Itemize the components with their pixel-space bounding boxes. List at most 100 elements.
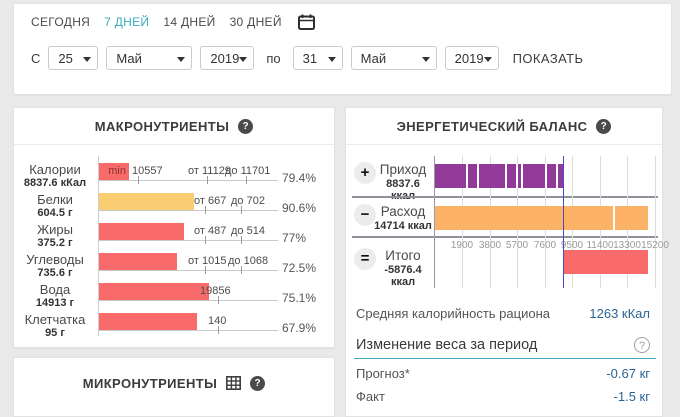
energy-chart: 1900 3800 5700 7600 9500 11400 13300 152… xyxy=(434,156,669,288)
macro-percent: 75.1% xyxy=(282,291,317,305)
fact-label: Факт xyxy=(356,389,385,404)
period-tabs: СЕГОДНЯ 7 ДНЕЙ 14 ДНЕЙ 30 ДНЕЙ xyxy=(31,14,315,30)
macro-row-carbs: Углеводы 735.6 г от 1015 до 1068 72.5% xyxy=(14,253,334,283)
date-range-row: С 25 Май 2019 по 31 Май 2019 ПОКАЗАТЬ xyxy=(31,46,583,70)
macro-marker: от 667 xyxy=(194,195,227,207)
macro-value: 604.5 г xyxy=(37,207,73,219)
axis-tick: 13300 xyxy=(613,240,641,251)
balance-reference-line xyxy=(563,156,564,288)
micronutrients-panel: МИКРОНУТРИЕНТЫ ? xyxy=(13,357,335,417)
income-bar[interactable] xyxy=(435,164,563,188)
from-month-select[interactable]: Май xyxy=(106,46,193,70)
equals-icon: = xyxy=(354,248,376,270)
energy-balance-title: ЭНЕРГЕТИЧЕСКИЙ БАЛАНС xyxy=(396,118,588,134)
avg-calories-label: Средняя калорийность рациона xyxy=(356,306,550,321)
macro-bar[interactable] xyxy=(99,253,177,270)
from-label: С xyxy=(31,50,41,66)
macro-bar[interactable]: min xyxy=(99,163,129,180)
to-day-select[interactable]: 31 xyxy=(292,46,343,70)
weight-change-title: Изменение веса за период xyxy=(356,337,538,353)
to-label: по xyxy=(266,50,281,66)
plus-icon: + xyxy=(354,162,376,184)
macro-percent: 79.4% xyxy=(282,171,317,185)
avg-calories-value: 1263 кКал xyxy=(589,306,650,321)
show-button[interactable]: ПОКАЗАТЬ xyxy=(512,50,584,66)
macro-name: Клетчатка xyxy=(24,312,86,327)
macro-marker: 140 xyxy=(208,315,227,327)
forecast-label: Прогноз* xyxy=(356,366,410,381)
axis-tick: 1900 xyxy=(450,240,474,251)
macro-row-fat: Жиры 375.2 г от 487 до 514 77% xyxy=(14,223,334,253)
tab-7-days[interactable]: 7 ДНЕЙ xyxy=(104,15,150,29)
macro-value: 95 г xyxy=(45,327,65,339)
to-month-select[interactable]: Май xyxy=(350,46,437,70)
macro-name: Углеводы xyxy=(26,252,84,267)
micronutrients-title: МИКРОНУТРИЕНТЫ xyxy=(82,375,218,391)
macro-marker: до 702 xyxy=(231,195,265,207)
axis-tick: 5700 xyxy=(505,240,529,251)
total-bar[interactable] xyxy=(563,250,648,274)
energy-row-name: Итого xyxy=(385,248,421,263)
energy-balance-panel: ЭНЕРГЕТИЧЕСКИЙ БАЛАНС ? + Приход 8837.6 … xyxy=(345,107,669,417)
tab-30-days[interactable]: 30 ДНЕЙ xyxy=(229,15,282,29)
macro-percent: 90.6% xyxy=(282,201,317,215)
macro-percent: 67.9% xyxy=(282,321,317,335)
energy-row-name: Расход xyxy=(380,204,426,219)
energy-row-name: Приход xyxy=(379,162,427,177)
from-year-select[interactable]: 2019 xyxy=(200,46,255,70)
macro-row-fiber: Клетчатка 95 г 140 67.9% xyxy=(14,313,334,343)
energy-row-value: -5876.4 ккал xyxy=(384,264,422,288)
row-separator xyxy=(352,236,658,238)
energy-row-value: 8837.6 ккал xyxy=(386,178,420,202)
tab-14-days[interactable]: 14 ДНЕЙ xyxy=(163,15,216,29)
help-icon[interactable]: ? xyxy=(634,337,650,353)
macro-row-protein: Белки 604.5 г от 667 до 702 90.6% xyxy=(14,193,334,223)
macronutrients-panel: МАКРОНУТРИЕНТЫ ? Калории 8837.6 кКал min… xyxy=(13,107,335,348)
expense-bar[interactable] xyxy=(435,206,648,230)
macro-marker: от 11129 xyxy=(188,165,231,177)
macro-marker: до 1068 xyxy=(228,255,269,267)
macro-percent: 77% xyxy=(282,231,307,245)
period-panel: СЕГОДНЯ 7 ДНЕЙ 14 ДНЕЙ 30 ДНЕЙ С 25 Май … xyxy=(13,3,672,95)
table-icon[interactable] xyxy=(226,376,242,390)
calendar-icon[interactable] xyxy=(297,14,315,30)
macro-marker: от 487 xyxy=(194,225,227,237)
row-separator xyxy=(352,196,658,198)
macro-name: Калории xyxy=(29,162,81,177)
from-day-select[interactable]: 25 xyxy=(48,46,99,70)
fact-value: -1.5 кг xyxy=(613,389,650,404)
help-icon[interactable]: ? xyxy=(238,118,254,134)
macro-value: 8837.6 кКал xyxy=(23,177,87,189)
macro-row-calories: Калории 8837.6 кКал min 10557 от 11129 д… xyxy=(14,163,334,193)
axis-tick: 11400 xyxy=(586,240,614,251)
axis-tick: 3800 xyxy=(478,240,502,251)
macro-bar[interactable] xyxy=(99,223,184,240)
macro-value: 14913 г xyxy=(35,297,75,309)
tab-today[interactable]: СЕГОДНЯ xyxy=(31,15,91,29)
forecast-value: -0.67 кг xyxy=(606,366,650,381)
macro-marker: 10557 xyxy=(132,165,163,177)
axis-tick: 7600 xyxy=(533,240,557,251)
macro-value: 375.2 г xyxy=(37,237,73,249)
min-badge: min xyxy=(108,165,126,177)
macro-bar[interactable] xyxy=(99,283,209,300)
macro-y-axis xyxy=(98,156,99,336)
macronutrients-title: МАКРОНУТРИЕНТЫ xyxy=(94,118,230,134)
minus-icon: − xyxy=(354,204,376,226)
macro-marker: 19856 xyxy=(200,285,231,297)
macro-value: 735.6 г xyxy=(37,267,73,279)
axis-tick: 9500 xyxy=(560,240,584,251)
macro-name: Белки xyxy=(37,192,73,207)
macro-name: Жиры xyxy=(37,222,73,237)
macro-bar[interactable] xyxy=(99,193,194,210)
help-icon[interactable]: ? xyxy=(596,118,612,134)
energy-row-value: 14714 ккал xyxy=(374,220,432,232)
weight-section-divider xyxy=(354,358,656,359)
macro-percent: 72.5% xyxy=(282,261,317,275)
macro-bar[interactable] xyxy=(99,313,197,330)
help-icon[interactable]: ? xyxy=(250,375,266,391)
macro-marker: до 514 xyxy=(231,225,265,237)
to-year-select[interactable]: 2019 xyxy=(444,46,499,70)
macro-marker: до 11701 xyxy=(225,165,271,177)
macro-row-water: Вода 14913 г 19856 75.1% xyxy=(14,283,334,313)
